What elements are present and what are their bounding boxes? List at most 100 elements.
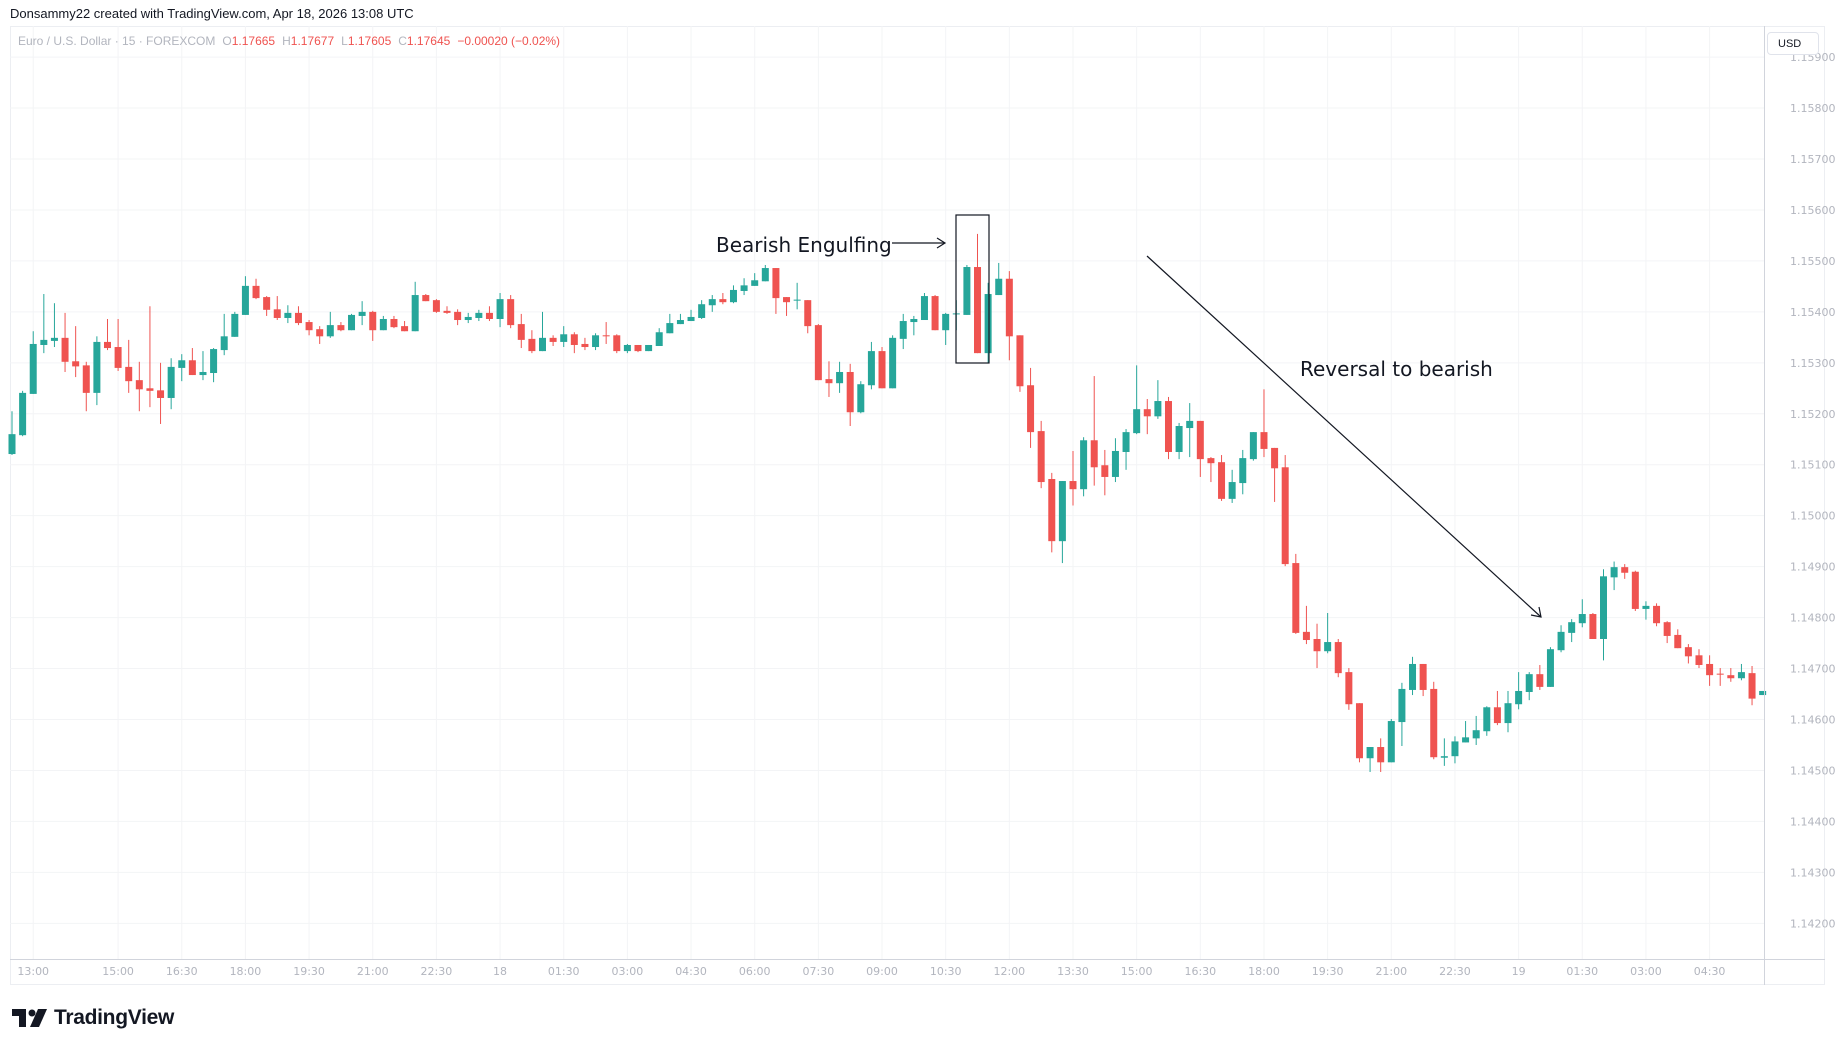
bullish-candle[interactable] bbox=[231, 311, 239, 337]
bearish-candle[interactable] bbox=[1345, 668, 1353, 710]
bullish-candle[interactable] bbox=[8, 411, 16, 456]
bearish-candle[interactable] bbox=[878, 347, 886, 389]
bearish-candle[interactable] bbox=[634, 344, 642, 353]
bearish-candle[interactable] bbox=[1377, 738, 1385, 772]
bullish-candle[interactable] bbox=[751, 273, 759, 286]
bullish-candle[interactable] bbox=[793, 282, 801, 310]
bearish-candle[interactable] bbox=[485, 306, 493, 322]
bullish-candle[interactable] bbox=[1557, 625, 1565, 653]
price-axis[interactable]: 1.14200 1.14300 1.14400 1.14500 1.14600 1.147… bbox=[1790, 51, 1835, 930]
bearish-candle[interactable] bbox=[294, 306, 302, 326]
bullish-candle[interactable] bbox=[666, 313, 674, 334]
currency-button[interactable]: USD bbox=[1767, 32, 1819, 55]
bullish-candle[interactable] bbox=[1387, 718, 1395, 763]
bearish-candle[interactable] bbox=[432, 299, 440, 313]
bullish-candle[interactable] bbox=[1239, 449, 1247, 495]
bearish-candle[interactable] bbox=[1207, 457, 1215, 483]
bullish-candle[interactable] bbox=[1111, 438, 1119, 483]
bullish-candle[interactable] bbox=[496, 293, 504, 328]
bullish-candle[interactable] bbox=[1600, 569, 1607, 661]
bullish-candle[interactable] bbox=[1525, 672, 1533, 701]
bearish-candle[interactable] bbox=[1292, 553, 1300, 634]
bearish-candle[interactable] bbox=[337, 322, 345, 332]
bearish-candle[interactable] bbox=[422, 294, 430, 302]
bearish-candle[interactable] bbox=[1271, 447, 1279, 502]
bearish-candle[interactable] bbox=[305, 320, 313, 336]
bearish-candle[interactable] bbox=[390, 315, 398, 329]
bearish-candle[interactable] bbox=[613, 334, 621, 354]
bullish-candle[interactable] bbox=[857, 381, 865, 414]
bullish-candle[interactable] bbox=[1642, 601, 1650, 620]
bearish-candle[interactable] bbox=[974, 233, 982, 354]
bullish-candle[interactable] bbox=[284, 305, 292, 324]
bearish-candle[interactable] bbox=[1334, 638, 1342, 678]
bearish-candle[interactable] bbox=[1430, 681, 1438, 760]
bearish-candle[interactable] bbox=[783, 297, 791, 316]
bullish-candle[interactable] bbox=[326, 311, 334, 338]
time-axis[interactable]: 13:00 15:00 16:30 18:00 19:30 21:00 22:30 18 01:… bbox=[17, 965, 1725, 978]
bearish-candle[interactable] bbox=[273, 296, 281, 321]
bullish-candle[interactable] bbox=[1759, 690, 1767, 696]
bearish-candle[interactable] bbox=[1684, 644, 1692, 664]
bearish-candle[interactable] bbox=[1716, 668, 1724, 686]
symbol-name[interactable]: Euro / U.S. Dollar · 15 · FOREXCOM bbox=[18, 34, 216, 48]
bullish-candle[interactable] bbox=[464, 312, 472, 324]
bullish-candle[interactable] bbox=[19, 390, 27, 437]
bullish-candle[interactable] bbox=[1568, 619, 1576, 643]
bearish-candle[interactable] bbox=[814, 324, 822, 381]
bullish-candle[interactable] bbox=[50, 303, 58, 348]
bearish-candle[interactable] bbox=[1313, 623, 1321, 669]
bullish-candle[interactable] bbox=[1186, 403, 1194, 458]
bullish-candle[interactable] bbox=[29, 331, 37, 394]
bullish-candle[interactable] bbox=[1154, 380, 1162, 419]
bearish-candle[interactable] bbox=[1589, 613, 1597, 639]
bullish-candle[interactable] bbox=[1133, 365, 1141, 435]
bullish-candle[interactable] bbox=[241, 276, 249, 315]
bullish-candle[interactable] bbox=[1737, 663, 1745, 681]
bullish-candle[interactable] bbox=[1324, 613, 1332, 654]
pointer-arrow-icon[interactable] bbox=[892, 237, 947, 249]
bullish-candle[interactable] bbox=[40, 294, 48, 354]
bearish-candle[interactable] bbox=[719, 293, 727, 305]
bullish-candle[interactable] bbox=[889, 335, 897, 389]
bearish-candle[interactable] bbox=[507, 295, 515, 329]
bearish-candle[interactable] bbox=[1419, 663, 1427, 697]
bearish-candle[interactable] bbox=[61, 312, 69, 372]
bullish-candle[interactable] bbox=[1462, 721, 1470, 743]
bullish-candle[interactable] bbox=[1515, 672, 1523, 710]
bearish-candle[interactable] bbox=[1727, 668, 1735, 682]
bullish-candle[interactable] bbox=[358, 301, 366, 326]
bearish-candle[interactable] bbox=[263, 296, 271, 316]
bearish-candle[interactable] bbox=[517, 313, 525, 349]
bearish-candle[interactable] bbox=[1143, 398, 1151, 435]
bearish-candle[interactable] bbox=[846, 363, 854, 427]
bearish-candle[interactable] bbox=[401, 321, 409, 332]
bullish-candle[interactable] bbox=[1122, 429, 1130, 470]
bullish-candle[interactable] bbox=[740, 278, 748, 296]
bullish-candle[interactable] bbox=[655, 328, 663, 347]
bearish-candle[interactable] bbox=[825, 361, 833, 397]
bullish-candle[interactable] bbox=[1228, 469, 1236, 503]
bearish-candle[interactable] bbox=[188, 348, 196, 376]
bearish-candle[interactable] bbox=[369, 310, 377, 341]
bullish-candle[interactable] bbox=[560, 326, 568, 348]
bullish-candle[interactable] bbox=[1175, 422, 1183, 460]
bullish-candle[interactable] bbox=[867, 341, 875, 390]
bearish-candle[interactable] bbox=[570, 332, 578, 354]
bullish-candle[interactable] bbox=[676, 313, 684, 325]
bullish-candle[interactable] bbox=[1409, 656, 1417, 696]
bearish-candle[interactable] bbox=[1101, 449, 1109, 496]
bearish-candle[interactable] bbox=[1748, 666, 1756, 706]
bullish-candle[interactable] bbox=[920, 293, 928, 321]
bearish-candle[interactable] bbox=[1621, 564, 1629, 579]
bullish-candle[interactable] bbox=[1610, 561, 1618, 591]
bearish-candle[interactable] bbox=[1653, 603, 1661, 627]
bearish-candle[interactable] bbox=[602, 322, 610, 344]
bearish-candle[interactable] bbox=[1663, 621, 1671, 644]
bearish-candle[interactable] bbox=[1674, 629, 1682, 649]
bullish-candle[interactable] bbox=[210, 348, 218, 383]
bullish-candle[interactable] bbox=[1440, 738, 1448, 766]
bullish-candle[interactable] bbox=[1080, 437, 1088, 497]
bearish-candle[interactable] bbox=[1005, 271, 1013, 361]
bearish-candle[interactable] bbox=[804, 300, 812, 334]
